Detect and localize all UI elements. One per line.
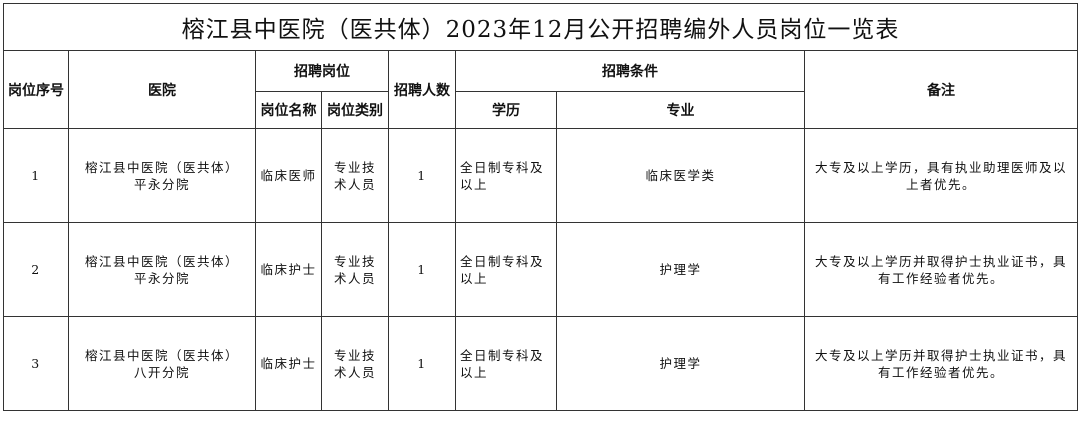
cell-seq: 3	[3, 316, 69, 411]
header-conditions-group: 招聘条件	[455, 50, 805, 92]
cell-notes: 大专及以上学历，具有执业助理医师及以上者优先。	[804, 128, 1078, 223]
header-position-type: 岗位类别	[321, 91, 389, 129]
header-hospital: 医院	[68, 50, 256, 129]
cell-seq: 2	[3, 222, 69, 317]
table-row: 1 榕江县中医院（医共体）平永分院 临床医师 专业技术人员 1 全日制专科及以上 临床医学类…	[3, 128, 1078, 223]
cell-count: 1	[388, 316, 456, 411]
cell-major: 护理学	[556, 316, 805, 411]
cell-position-name: 临床护士	[255, 316, 322, 411]
recruitment-table: 榕江县中医院（医共体）2023年12月公开招聘编外人员岗位一览表 岗位序号 医院…	[3, 3, 1078, 411]
cell-count: 1	[388, 128, 456, 223]
table-row: 2 榕江县中医院（医共体）平永分院 临床护士 专业技术人员 1 全日制专科及以上 护理学 大专…	[3, 222, 1078, 317]
cell-hospital: 榕江县中医院（医共体）平永分院	[68, 128, 256, 223]
cell-notes: 大专及以上学历并取得护士执业证书，具有工作经验者优先。	[804, 316, 1078, 411]
header-seq: 岗位序号	[3, 50, 69, 129]
header-major: 专业	[556, 91, 805, 129]
cell-notes: 大专及以上学历并取得护士执业证书，具有工作经验者优先。	[804, 222, 1078, 317]
cell-count: 1	[388, 222, 456, 317]
cell-major: 临床医学类	[556, 128, 805, 223]
header-notes: 备注	[804, 50, 1078, 129]
cell-hospital: 榕江县中医院（医共体）平永分院	[68, 222, 256, 317]
header-position-name: 岗位名称	[255, 91, 322, 129]
header-position-group: 招聘岗位	[255, 50, 389, 92]
cell-seq: 1	[3, 128, 69, 223]
cell-position-type: 专业技术人员	[321, 316, 389, 411]
cell-position-name: 临床护士	[255, 222, 322, 317]
header-count: 招聘人数	[388, 50, 456, 129]
cell-education: 全日制专科及以上	[455, 316, 557, 411]
cell-position-type: 专业技术人员	[321, 222, 389, 317]
cell-education: 全日制专科及以上	[455, 128, 557, 223]
table-title: 榕江县中医院（医共体）2023年12月公开招聘编外人员岗位一览表	[3, 3, 1078, 51]
header-education: 学历	[455, 91, 557, 129]
cell-position-name: 临床医师	[255, 128, 322, 223]
table-row: 3 榕江县中医院（医共体）八开分院 临床护士 专业技术人员 1 全日制专科及以上 护理学 大专…	[3, 316, 1078, 411]
cell-major: 护理学	[556, 222, 805, 317]
cell-position-type: 专业技术人员	[321, 128, 389, 223]
cell-education: 全日制专科及以上	[455, 222, 557, 317]
cell-hospital: 榕江县中医院（医共体）八开分院	[68, 316, 256, 411]
